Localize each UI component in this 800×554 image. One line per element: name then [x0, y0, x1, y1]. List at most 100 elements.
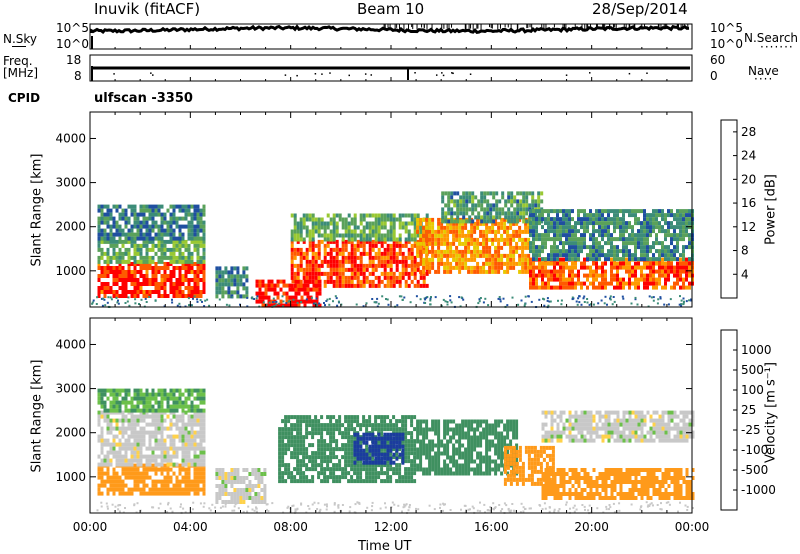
- data-cell: [140, 298, 143, 301]
- data-cell: [106, 438, 110, 443]
- data-cell: [127, 259, 131, 264]
- data-cell: [163, 446, 167, 451]
- data-cell: [577, 213, 580, 218]
- data-cell: [136, 467, 140, 472]
- data-cell: [103, 438, 107, 443]
- data-cell: [640, 249, 643, 254]
- data-cell: [181, 434, 185, 439]
- data-cell: [326, 243, 330, 248]
- data-cell: [124, 396, 128, 401]
- data-cell: [278, 471, 282, 476]
- data-cell: [401, 243, 405, 248]
- data-cell: [148, 224, 152, 229]
- data-cell: [637, 257, 640, 262]
- data-cell: [659, 296, 662, 299]
- data-cell: [589, 269, 592, 274]
- data-cell: [446, 301, 449, 303]
- data-cell: [553, 245, 556, 250]
- data-cell: [175, 487, 179, 492]
- data-cell: [518, 225, 522, 230]
- data-cell: [371, 423, 375, 428]
- data-cell: [103, 236, 107, 241]
- data-cell: [500, 217, 504, 222]
- data-cell: [187, 282, 191, 286]
- data-cell: [171, 301, 174, 304]
- data-cell: [510, 199, 514, 204]
- data-cell: [230, 468, 234, 472]
- data-cell: [100, 426, 104, 431]
- data-cell: [106, 301, 109, 304]
- data-cell: [643, 217, 646, 222]
- data-cell: [109, 208, 113, 213]
- data-cell: [487, 304, 490, 307]
- data-cell: [673, 253, 676, 258]
- data-cell: [404, 255, 408, 260]
- data-cell: [245, 484, 249, 488]
- data-cell: [559, 217, 562, 222]
- data-cell: [338, 431, 342, 436]
- data-cell: [109, 228, 113, 233]
- data-cell: [383, 237, 387, 242]
- data-cell: [356, 247, 360, 252]
- data-cell: [465, 191, 469, 196]
- data-cell: [646, 217, 649, 222]
- data-cell: [516, 211, 520, 216]
- data-cell: [287, 475, 291, 480]
- data-cell: [365, 467, 369, 472]
- data-cell: [529, 229, 532, 234]
- data-cell: [160, 294, 164, 298]
- data-cell: [184, 479, 188, 484]
- data-cell: [634, 221, 637, 226]
- data-cell: [483, 215, 487, 220]
- data-cell: [658, 277, 661, 282]
- data-cell: [344, 229, 348, 234]
- data-cell: [374, 427, 378, 432]
- data-cell: [538, 217, 541, 222]
- data-cell: [437, 217, 441, 222]
- data-cell: [571, 277, 574, 282]
- data-cell: [130, 446, 134, 451]
- data-cell: [109, 212, 113, 217]
- data-cell: [532, 209, 535, 214]
- data-cell: [193, 458, 197, 463]
- data-cell: [541, 273, 544, 278]
- data-cell: [317, 243, 321, 248]
- data-cell: [553, 265, 556, 270]
- data-cell: [532, 285, 535, 290]
- data-cell: [565, 261, 568, 266]
- data-cell: [145, 446, 149, 451]
- data-cell: [160, 212, 164, 217]
- data-cell: [518, 261, 522, 266]
- data-cell: [455, 265, 459, 270]
- data-cell: [592, 221, 595, 226]
- data-cell: [550, 245, 553, 250]
- data-cell: [329, 419, 333, 424]
- data-cell: [377, 217, 381, 222]
- data-cell: [314, 459, 318, 464]
- data-cell: [181, 418, 185, 423]
- frequency-trace: [91, 66, 690, 81]
- data-cell: [401, 271, 405, 276]
- data-cell: [643, 273, 646, 278]
- data-cell: [115, 487, 119, 492]
- data-cell: [625, 261, 628, 266]
- data-cell: [670, 265, 673, 270]
- data-cell: [115, 294, 119, 298]
- data-cell: [193, 236, 197, 241]
- nsearch-legend-dots: ·······: [760, 40, 794, 54]
- data-cell: [419, 269, 423, 274]
- data-cell: [365, 251, 369, 256]
- data-cell: [389, 217, 393, 222]
- data-cell: [458, 241, 462, 246]
- data-cell: [257, 496, 261, 500]
- data-cell: [224, 488, 228, 492]
- data-cell: [127, 251, 131, 256]
- data-cell: [124, 270, 128, 274]
- data-cell: [498, 199, 502, 204]
- data-cell: [178, 274, 182, 278]
- data-cell: [497, 261, 501, 266]
- data-cell: [371, 283, 375, 288]
- data-cell: [483, 219, 487, 224]
- data-cell: [471, 219, 475, 224]
- data-cell: [139, 232, 143, 237]
